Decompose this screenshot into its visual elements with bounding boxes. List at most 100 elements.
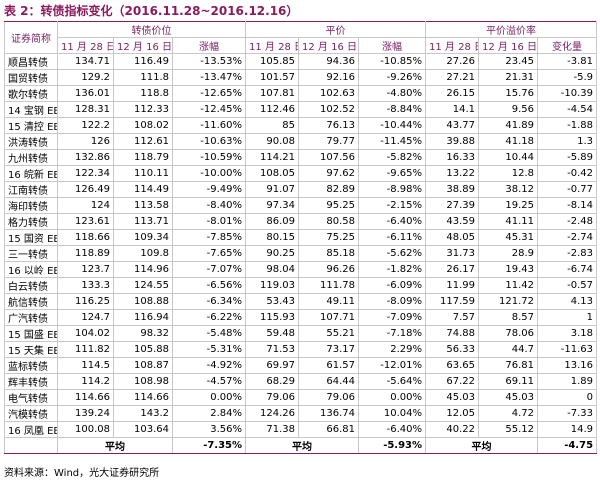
cell: 12.8 [478,165,539,182]
cell: 0 [537,389,598,406]
cell: -11.63 [537,341,598,358]
table-row: 14 宝钢 EB 128.31 112.33 -12.45% 112.46 102.52-… [4,101,598,118]
cell: 100.08 [57,421,114,438]
cell: 133.3 [57,277,114,294]
table-row: 16 凤凰 EB 100.08 103.64 3.56% 71.38 66.81 -6.40… [4,421,598,438]
cell: -8.84% [358,101,427,118]
bond-name: 白云转债 [4,277,58,294]
group-header: 转债价位 [56,21,247,38]
cell: 97.62 [298,165,360,182]
cell: -11.60% [171,117,247,134]
cell: -5.9 [537,69,598,86]
cell: 53.43 [245,293,300,310]
cell: 16.33 [425,149,480,166]
cell: 112.46 [245,101,300,118]
cell: 56.33 [425,341,480,358]
header-row: 11 月 28 日 12 月 16 日涨幅 11 月 28 日 12 月 16 日涨幅… [5,37,598,54]
cell: -1.88 [537,117,598,134]
cell: 1.89 [537,373,598,390]
table-row: 江南转债 126.49 114.49 -9.49% 91.07 82.89 -8.98% 38… [4,181,598,198]
table-row: 海印转债 124 113.58 -8.40% 97.34 95.25 -2.15% 27.39… [4,197,598,214]
cell: 41.11 [478,213,539,230]
cell: 10.44 [478,149,539,166]
data-table: 证券简称 转债价位 平价 平价溢价率 11 月 28 日 12 月 16 日涨幅 11 月 … [4,21,598,454]
cell: -13.47% [171,69,247,86]
cell: 63.65 [425,357,480,374]
cell: 85 [245,117,300,134]
cell: 38.12 [478,181,539,198]
cell: 27.39 [425,197,480,214]
cell: 111.82 [57,341,114,358]
bond-name: 16 以岭 EB [4,261,58,278]
cell: 134.71 [57,53,114,70]
cell: -12.65% [171,85,247,102]
cell: 26.17 [425,261,480,278]
cell: 0.00% [358,389,427,406]
bond-name: 15 国资 EB [4,229,58,246]
cell: 21.31 [478,69,539,86]
cell: -1.82% [358,261,427,278]
cell: 98.32 [113,325,173,342]
cell: 73.17 [298,341,360,358]
cell: 80.58 [298,213,360,230]
average-value: -4.75 [537,437,598,454]
cell: -5.64% [358,373,427,390]
bond-name: 江南转债 [4,181,58,198]
table-row: 16 皖新 EB 122.34 110.11 -10.00% 108.05 97.62 -9… [4,165,598,182]
cell: -8.09% [358,293,427,310]
table-row: 格力转债 123.61 113.71 -8.01% 86.09 80.58 -6.40% 43… [4,213,598,230]
cell: 76.13 [298,117,360,134]
cell: 48.05 [425,229,480,246]
cell: -12.45% [171,101,247,118]
sub-header: 12 月 16 日 [113,37,173,54]
cell: -10.44% [358,117,427,134]
cell: 1 [537,309,598,326]
cell: 114.5 [57,357,114,374]
cell: 71.38 [245,421,300,438]
cell: 124.26 [245,405,300,422]
cell: 114.2 [57,373,114,390]
cell: -9.65% [358,165,427,182]
group-header: 平价溢价率 [425,21,598,38]
table-row: 白云转债 133.3 124.55 -6.56% 119.03 111.78 -6.09% 1… [4,277,598,294]
cell: -8.01% [171,213,247,230]
cell: 118.79 [113,149,173,166]
table-body: 顺昌转债 134.71 116.49 -13.53% 105.85 94.36 -10.85… [4,53,598,454]
cell: -10.85% [358,53,427,70]
cell: 113.71 [113,213,173,230]
cell: 19.43 [478,261,539,278]
cell: 79.06 [298,389,360,406]
cell: 124 [57,197,114,214]
cell: 85.18 [298,245,360,262]
cell: 116.94 [113,309,173,326]
sub-header: 11 月 28 日 [57,37,114,54]
cell: 126.49 [57,181,114,198]
cell: 122.34 [57,165,114,182]
average-label: 平均 [245,437,360,454]
cell: -5.62% [358,245,427,262]
cell: 114.66 [113,389,173,406]
cell: 23.45 [478,53,539,70]
cell: -6.11% [358,229,427,246]
cell: 123.7 [57,261,114,278]
cell: 119.03 [245,277,300,294]
cell: 69.11 [478,373,539,390]
cell: 124.7 [57,309,114,326]
cell: -7.65% [171,245,247,262]
cell: 116.49 [113,53,173,70]
cell: 49.11 [298,293,360,310]
cell: 1.3 [537,133,598,150]
sub-header: 11 月 28 日 [245,37,300,54]
cell: 108.98 [113,373,173,390]
cell: -2.83 [537,245,598,262]
cell: 103.64 [113,421,173,438]
cell: 13.22 [425,165,480,182]
cell: -13.53% [171,53,247,70]
cell: 27.21 [425,69,480,86]
cell: 82.89 [298,181,360,198]
cell: 86.09 [245,213,300,230]
cell: -9.26% [358,69,427,86]
table-row: 广汽转债 124.7 116.94 -6.22% 115.93 107.71 -7.09% 7… [4,309,598,326]
cell: 109.8 [113,245,173,262]
cell: 64.44 [298,373,360,390]
